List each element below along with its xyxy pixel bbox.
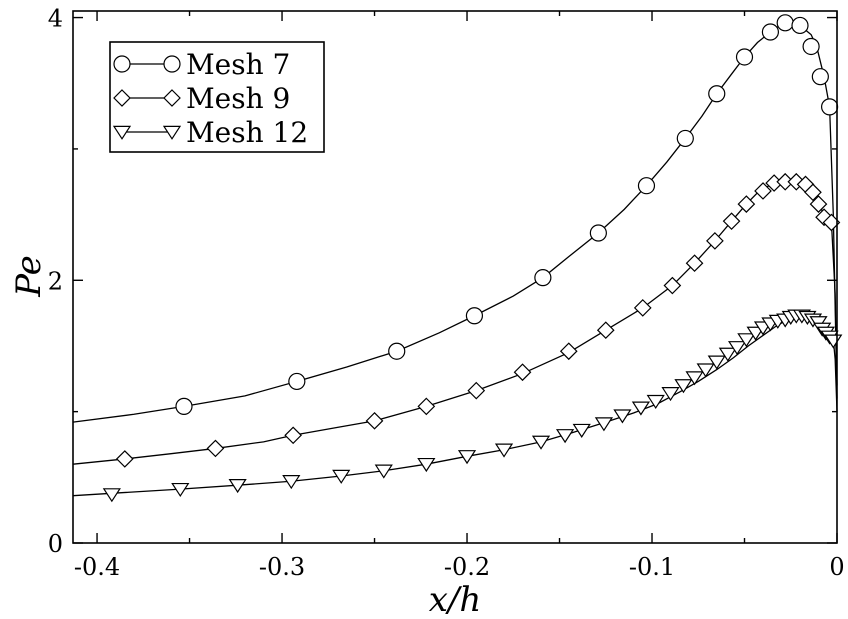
legend-label-mesh-9: Mesh 9	[186, 82, 290, 115]
mesh-7-marker	[811, 68, 829, 86]
mesh-12-marker	[707, 355, 726, 370]
x-tick-label: -0.3	[259, 553, 305, 581]
mesh-7-marker	[534, 269, 552, 287]
mesh-12-marker	[631, 401, 651, 416]
mesh-9-marker	[804, 183, 822, 202]
mesh-12-marker	[531, 435, 551, 450]
mesh-9-line	[72, 181, 838, 465]
mesh-12-marker	[718, 347, 737, 362]
legend-marker-mesh-9	[113, 89, 131, 107]
x-axis: -0.4 -0.3 -0.2 -0.1 0	[74, 11, 845, 581]
mesh-7-marker	[708, 85, 726, 103]
x-tick-label: 0	[829, 553, 844, 581]
mesh-12-marker	[457, 450, 477, 465]
x-axis-label: x/h	[429, 580, 482, 619]
mesh-7-marker	[761, 23, 780, 41]
mesh-12-marker	[696, 363, 715, 378]
mesh-9-marker	[115, 450, 134, 468]
mesh-12-marker	[661, 387, 680, 402]
mesh-7-marker	[821, 98, 839, 116]
y-tick-label: 0	[48, 530, 63, 558]
mesh-9-marker	[663, 276, 682, 295]
mesh-9-marker	[596, 321, 615, 340]
legend-marker-mesh-12	[162, 125, 182, 140]
legend-label-mesh-12: Mesh 12	[186, 116, 308, 149]
legend-marker-mesh-9	[163, 89, 181, 107]
mesh-12-marker	[594, 417, 614, 432]
mesh-9-marker	[467, 381, 486, 400]
mesh-7-marker	[465, 307, 484, 325]
legend-label-mesh-7: Mesh 7	[186, 48, 290, 81]
legend-marker-mesh-7	[163, 55, 181, 73]
mesh-9-marker	[633, 299, 652, 317]
mesh-7-marker	[776, 14, 794, 32]
mesh-9-marker	[754, 182, 772, 200]
mesh-7-marker	[175, 397, 193, 415]
mesh-12-marker	[332, 469, 351, 484]
mesh-7-marker	[589, 224, 607, 242]
y-axis: 0 2 4	[48, 5, 837, 558]
plot-frame	[72, 10, 838, 544]
mesh-9-marker	[685, 254, 704, 273]
mesh-12-marker	[613, 409, 632, 424]
mesh-12-marker	[746, 326, 765, 341]
legend-marker-mesh-12	[112, 125, 132, 140]
mesh-12-marker	[228, 479, 247, 494]
mesh-7-marker	[288, 372, 306, 391]
mesh-7-marker	[637, 177, 656, 195]
mesh-12-marker	[646, 394, 665, 410]
x-tick-label: -0.1	[629, 553, 675, 581]
y-tick-label: 4	[48, 5, 63, 33]
mesh-12-marker	[494, 443, 514, 458]
mesh-9-marker	[417, 397, 436, 416]
mesh-12-marker	[685, 371, 704, 386]
x-tick-label: -0.2	[444, 553, 490, 581]
mesh-12-marker	[572, 423, 591, 438]
mesh-9-marker	[737, 195, 756, 213]
mesh-12-marker	[555, 429, 575, 444]
mesh-12-marker	[171, 482, 190, 498]
legend-box	[109, 41, 325, 153]
mesh-9-marker	[284, 426, 302, 445]
mesh-9-marker	[722, 212, 741, 231]
y-axis-label: Pe	[9, 255, 49, 297]
series-markers	[102, 14, 843, 503]
mesh-12-marker	[728, 341, 747, 356]
legend-marker-mesh-7	[113, 55, 131, 73]
x-tick-label: -0.4	[74, 553, 120, 581]
mesh-12-marker	[417, 457, 436, 473]
mesh-7-marker	[735, 48, 754, 66]
mesh-7-marker	[791, 16, 809, 35]
y-tick-label: 2	[48, 267, 63, 295]
mesh-12-marker	[282, 475, 301, 490]
mesh-9-marker	[809, 195, 828, 213]
mesh-9-marker	[706, 232, 724, 250]
mesh-7-marker	[676, 129, 694, 148]
mesh-12-marker	[374, 464, 393, 479]
mesh-7-marker	[388, 342, 406, 360]
mesh-9-marker	[365, 411, 384, 430]
mesh-12-marker	[674, 379, 693, 394]
mesh-7-marker	[802, 37, 820, 56]
mesh-7-line	[72, 22, 838, 423]
mesh-9-marker	[559, 342, 578, 361]
mesh-12-marker	[102, 488, 121, 503]
mesh-9-marker	[206, 439, 225, 458]
mesh-9-marker	[513, 363, 532, 382]
mesh-12-marker	[737, 333, 756, 348]
